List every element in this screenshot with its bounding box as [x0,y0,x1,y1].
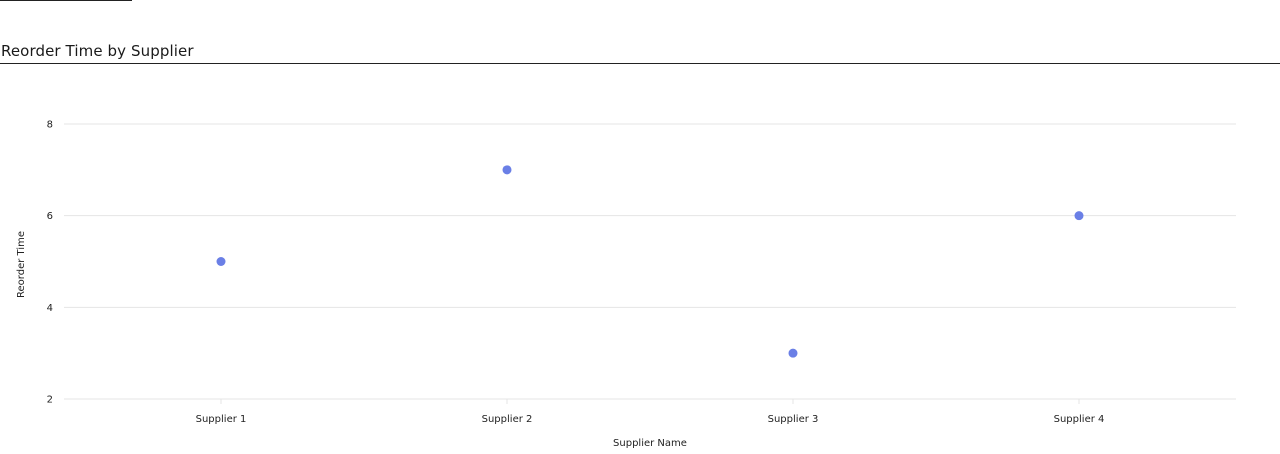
data-point[interactable] [216,257,226,266]
x-tick-label: Supplier 3 [768,414,819,425]
x-axis-label: Supplier Name [613,438,687,449]
x-axis-ticks: Supplier 1 Supplier 2 Supplier 3 Supplier 4 [196,399,1105,425]
y-axis-ticks: 2 4 6 8 [47,120,53,406]
y-tick-label: 2 [47,395,53,406]
y-tick-label: 8 [47,120,53,131]
y-tick-label: 6 [47,211,53,222]
top-divider [0,0,132,1]
data-point[interactable] [502,165,512,175]
y-axis-label: Reorder Time [16,231,27,298]
title-divider [0,63,1280,64]
chart-title: Reorder Time by Supplier [1,42,194,60]
data-point[interactable] [1074,211,1084,221]
y-tick-label: 4 [47,303,53,314]
data-points [216,165,1084,358]
x-tick-label: Supplier 1 [196,414,247,425]
x-tick-label: Supplier 4 [1054,414,1105,425]
grid-lines [64,123,1236,400]
data-point[interactable] [788,348,798,358]
x-tick-label: Supplier 2 [482,414,533,425]
